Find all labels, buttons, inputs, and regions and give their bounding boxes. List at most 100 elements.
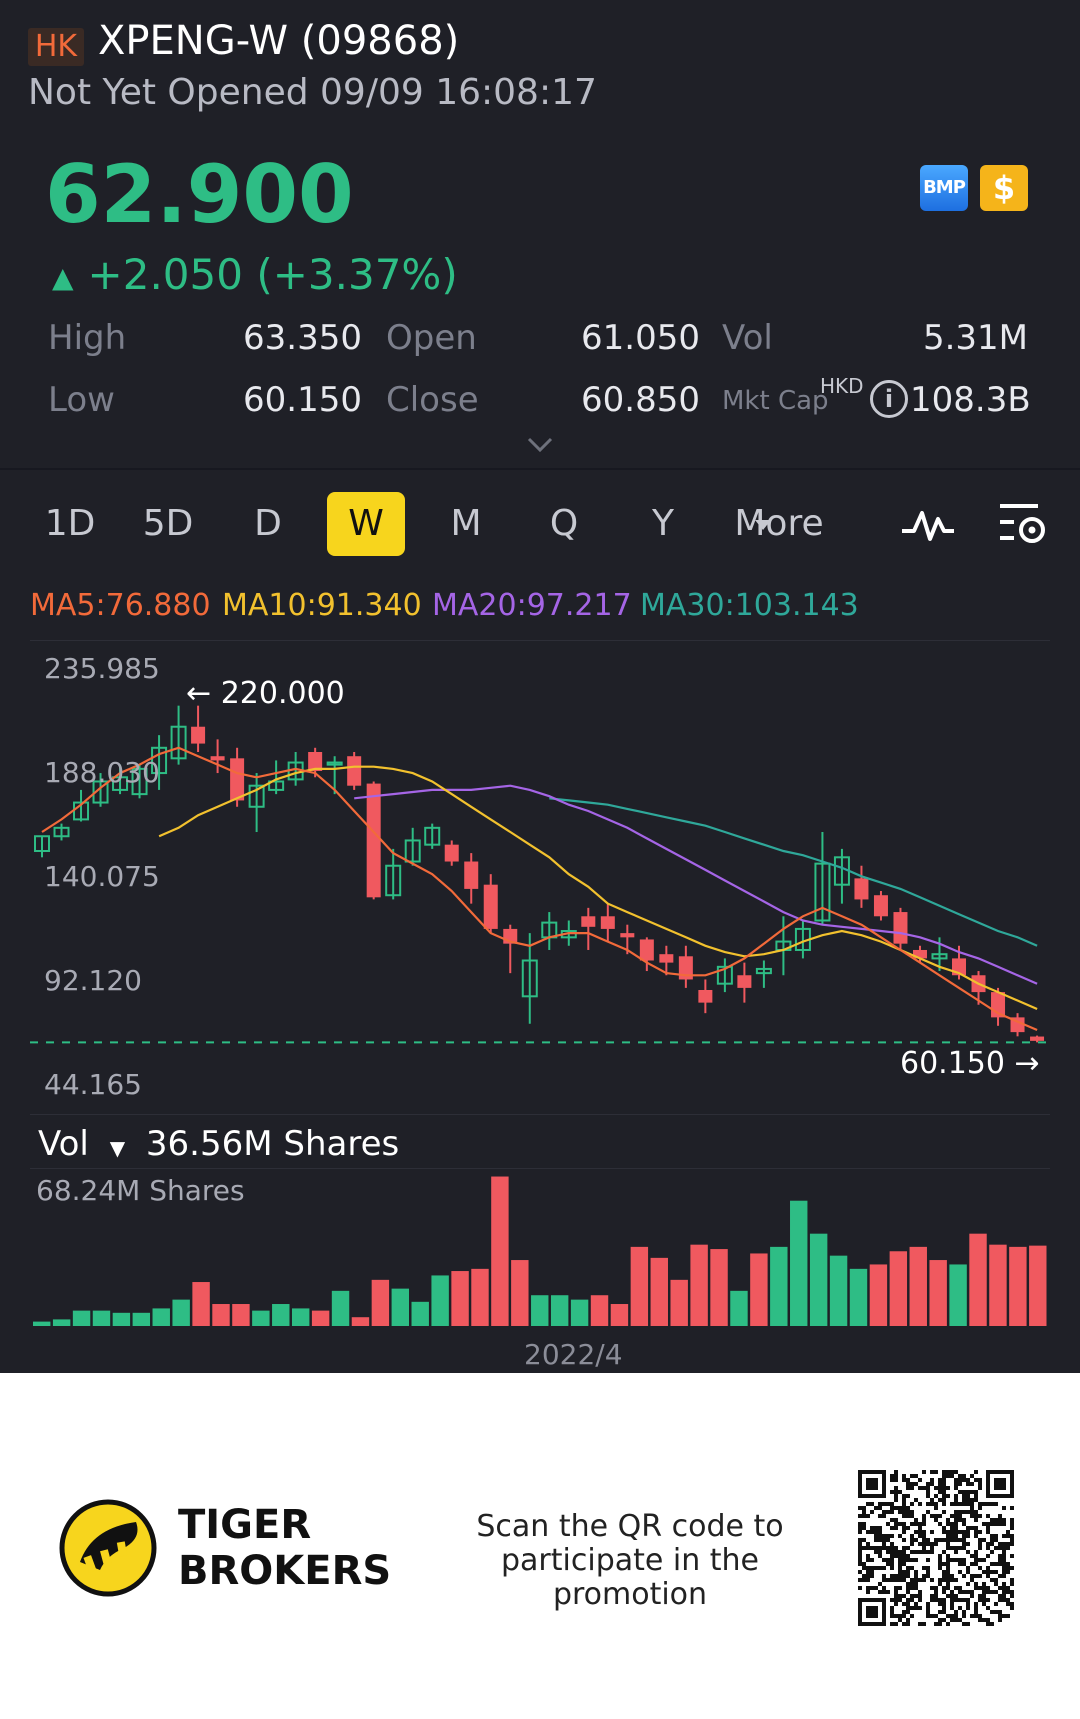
candle — [521, 933, 538, 1024]
quote-screen — [0, 0, 1080, 1373]
volume-bar — [829, 1255, 848, 1326]
y-tick-label: 92.120 — [44, 964, 142, 997]
volume-bar — [431, 1275, 449, 1326]
tab-q[interactable]: Q — [549, 503, 579, 544]
volume-bar — [331, 1290, 350, 1326]
candle — [248, 773, 265, 833]
candle — [424, 823, 441, 849]
vol-title: Vol — [38, 1124, 89, 1164]
volume-bar — [929, 1260, 947, 1326]
open-value: 61.050 — [581, 318, 700, 358]
candle — [503, 924, 518, 974]
tab-more[interactable]: More — [734, 503, 824, 544]
brand-line-2: BROKERS — [178, 1548, 392, 1594]
promo-text: Scan the QR code to participate in the p… — [476, 1509, 784, 1612]
candle — [53, 823, 70, 841]
market-badge: HK — [28, 28, 84, 66]
y-tick-label: 235.985 — [44, 652, 160, 685]
candle — [814, 832, 831, 925]
volume-bar — [471, 1268, 489, 1326]
volume-bar — [809, 1233, 828, 1326]
candlestick-chart[interactable] — [0, 640, 1080, 1100]
tiger-logo — [59, 1499, 157, 1597]
tab-1d[interactable]: 1D — [44, 503, 96, 544]
volume-bar — [272, 1304, 290, 1326]
volume-bar — [670, 1279, 688, 1326]
volume-bar — [212, 1304, 230, 1326]
volume-bar — [550, 1295, 569, 1326]
dollar-icon[interactable]: $ — [980, 165, 1028, 211]
volume-bar — [969, 1233, 987, 1326]
divider — [30, 1114, 1050, 1115]
volume-bar — [192, 1282, 210, 1326]
candle — [716, 958, 733, 993]
arrow-left-icon: ← — [186, 676, 212, 711]
close-label: Close — [386, 380, 479, 420]
ma20-line — [354, 784, 1038, 985]
arrow-right-icon: → — [1014, 1046, 1040, 1081]
volume-bar — [52, 1319, 71, 1326]
mktcap-currency: HKD — [820, 374, 864, 398]
candle — [230, 747, 245, 807]
chevron-down-icon[interactable] — [527, 432, 553, 458]
volume-header[interactable]: Vol ▼ 36.56M Shares — [38, 1124, 399, 1164]
candle — [326, 756, 343, 795]
volume-bar — [152, 1308, 170, 1326]
candle — [833, 848, 850, 904]
candle — [893, 907, 908, 950]
tab-5d[interactable]: 5D — [142, 503, 194, 544]
volume-bar — [1009, 1246, 1027, 1326]
volume-bar — [909, 1246, 927, 1326]
info-icon[interactable]: i — [870, 380, 908, 418]
volume-bar — [770, 1246, 788, 1326]
candle — [92, 773, 109, 807]
brand-line-1: TIGER — [178, 1502, 312, 1548]
market-status: Not Yet Opened 09/09 16:08:17 — [28, 72, 597, 113]
tab-w[interactable]: W — [327, 492, 405, 556]
high-value: 63.350 — [243, 318, 362, 358]
candle — [678, 945, 693, 988]
min-marker: 60.150 → — [900, 1046, 1040, 1081]
volume-bar — [391, 1288, 410, 1326]
y-tick-label: 188.030 — [44, 756, 160, 789]
mktcap-label: Mkt Cap — [722, 386, 829, 416]
up-triangle-icon: ▲ — [52, 261, 74, 294]
min-marker-value: 60.150 — [900, 1046, 1005, 1081]
ma5-label: MA5:76.880 — [30, 588, 211, 623]
mktcap-value: 108.3B — [910, 380, 1031, 420]
candle — [854, 865, 869, 908]
candle — [1030, 1035, 1045, 1043]
y-tick-label: 140.075 — [44, 860, 160, 893]
vol-current: 36.56M Shares — [145, 1124, 400, 1164]
vol-max-label: 68.24M Shares — [36, 1174, 245, 1207]
volume-bar — [311, 1310, 330, 1326]
candle — [698, 979, 713, 1014]
indicator-icon[interactable] — [900, 505, 956, 545]
candle — [131, 764, 148, 799]
last-price: 62.900 — [45, 148, 354, 241]
open-label: Open — [386, 318, 477, 358]
tab-y[interactable]: Y — [652, 503, 674, 544]
divider — [30, 1168, 1050, 1169]
volume-chart[interactable] — [0, 1170, 1080, 1330]
candle — [347, 752, 362, 790]
vol-label: Vol — [722, 318, 773, 358]
high-label: High — [48, 318, 127, 358]
candle — [581, 907, 596, 950]
vol-value: 5.31M — [922, 318, 1028, 358]
close-value: 60.850 — [581, 380, 700, 420]
bmp-icon[interactable]: BMP — [920, 165, 968, 211]
tab-d[interactable]: D — [254, 503, 282, 544]
candle — [268, 760, 285, 795]
tab-m[interactable]: M — [450, 503, 482, 544]
x-date-label: 2022/4 — [524, 1338, 623, 1371]
volume-bar — [451, 1271, 469, 1326]
caret-down-icon — [755, 520, 771, 530]
volume-bar — [710, 1249, 728, 1326]
candle — [755, 960, 772, 988]
volume-bar — [989, 1244, 1007, 1326]
qr-code[interactable] — [858, 1470, 1014, 1626]
candle — [659, 945, 674, 976]
chart-settings-icon[interactable] — [998, 500, 1048, 548]
candle — [639, 937, 654, 972]
